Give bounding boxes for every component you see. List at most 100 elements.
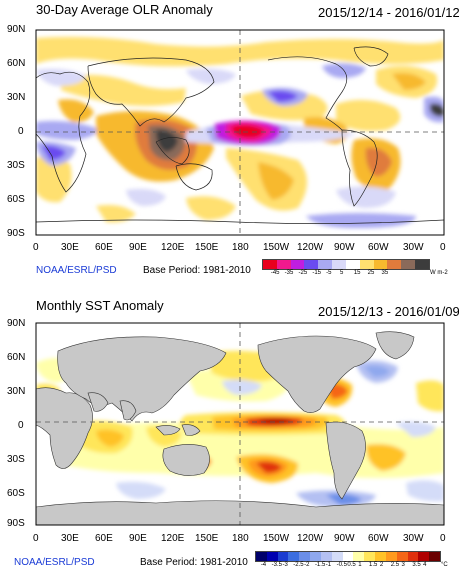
sst-colorbar-labels: -4 -3.5 -3 -2.5 -2 -1.5 -1 -0.5 0.5 1 1.5 2 2.5 3 3.5 4 [255,562,439,570]
olr-coastlines [35,46,445,224]
olr-ytick-90s: 90S [7,228,25,239]
sst-ytick-0: 0 [18,420,24,431]
colorbar-swatch [290,260,305,269]
sst-colorbar: -4 -3.5 -3 -2.5 -2 -1.5 -1 -0.5 0.5 1 1.5 2 2.5 3 3.5 4… [255,551,455,573]
sst-ytick-90n: 90N [7,318,26,329]
olr-colorbar-unit: W m-2 [430,270,448,276]
colorbar-tick-label: 2.5 [390,562,400,568]
sst-landmask [35,331,445,526]
colorbar-swatch [266,552,278,561]
sst-colorbar-unit: °C [441,562,448,568]
olr-xtick-0: 0 [33,242,39,253]
colorbar-swatch [256,552,267,561]
colorbar-tick-label: -2.5 [293,562,304,568]
olr-xtick-120e: 120E [161,242,185,253]
colorbar-tick-label: 4 [423,562,427,568]
sst-xtick-60e: 60E [95,533,113,544]
sst-xtick-60w: 60W [368,533,389,544]
colorbar-tick-label: -1 [325,562,332,568]
olr-colorbar-labels: -45 -35 -25 -15 -5 5 15 25 35 [262,270,428,278]
sst-ytick-60s: 60S [7,488,25,499]
colorbar-tick-label: -5 [326,270,332,276]
olr-ytick-0: 0 [18,126,24,137]
colorbar-swatch [288,552,300,561]
colorbar-swatch [277,552,289,561]
colorbar-swatch [407,552,419,561]
sst-date-range: 2015/12/13 - 2016/01/09 [318,304,459,319]
colorbar-tick-label: -0.5 [336,562,347,568]
sst-xtick-0: 0 [33,533,39,544]
olr-xtick-150e: 150E [195,242,219,253]
sst-xtick-90e: 90E [129,533,147,544]
olr-xtick-90e: 90E [129,242,147,253]
colorbar-swatch [364,552,376,561]
olr-xtick-60e: 60E [95,242,113,253]
colorbar-tick-label: 2 [379,562,384,568]
sst-xtick-30w: 30W [403,533,424,544]
colorbar-swatch [396,552,408,561]
olr-base-period: Base Period: 1981-2010 [143,265,251,276]
olr-ytick-60s: 60S [7,194,25,205]
colorbar-swatch [385,552,397,561]
colorbar-swatch [345,260,360,269]
colorbar-tick-label: 1.5 [369,562,378,568]
colorbar-swatch [310,552,321,561]
colorbar-tick-label: -1.5 [314,562,326,568]
sst-xtick-150e: 150E [195,533,219,544]
colorbar-swatch [331,552,343,561]
sst-xtick-180: 180 [232,533,249,544]
colorbar-tick-label: -3 [282,562,288,568]
colorbar-swatch [353,552,365,561]
colorbar-swatch [299,552,311,561]
olr-date-range: 2015/12/14 - 2016/01/12 [318,5,459,20]
sst-ytick-90s: 90S [7,518,25,529]
olr-xtick-30w: 30W [403,242,424,253]
colorbar-tick-label: -2 [304,562,310,568]
colorbar-tick-label: 35 [381,270,389,276]
colorbar-swatch [318,260,333,269]
olr-colorbar-swatches [262,259,430,270]
colorbar-tick-label: -15 [312,270,321,276]
colorbar-swatch [276,260,291,269]
colorbar-swatch [418,552,430,561]
colorbar-tick-label: -3.5 [271,562,282,568]
colorbar-swatch [263,260,277,269]
colorbar-swatch [373,260,388,269]
colorbar-tick-label: 3.5 [412,562,421,568]
sst-xtick-90w: 90W [334,533,355,544]
sst-base-period: Base Period: 1981-2010 [140,557,248,568]
olr-xtick-90w: 90W [334,242,355,253]
sst-colorbar-swatches [255,551,441,562]
sst-ytick-60n: 60N [7,352,26,363]
olr-ytick-90n: 90N [7,24,26,35]
sst-xtick-120w: 120W [297,533,324,544]
olr-xtick-0-end: 0 [440,242,446,253]
olr-xtick-60w: 60W [368,242,389,253]
colorbar-tick-label: 25 [367,270,375,276]
colorbar-tick-label: 0.5 [347,562,356,568]
colorbar-swatch [320,552,332,561]
olr-map-frame [35,29,445,236]
colorbar-tick-label: -4 [260,562,267,568]
olr-colorbar: -45 -35 -25 -15 -5 5 15 25 35 W m-2 [262,259,448,279]
olr-xtick-30e: 30E [61,242,79,253]
colorbar-tick-label: 5 [340,270,344,276]
colorbar-tick-label: -35 [284,270,294,276]
sst-xtick-120e: 120E [161,533,185,544]
colorbar-tick-label: 1 [358,562,362,568]
olr-xtick-150w: 150W [263,242,290,253]
sst-xtick-30e: 30E [61,533,79,544]
colorbar-swatch [304,260,319,269]
olr-xtick-180: 180 [232,242,249,253]
colorbar-swatch [332,260,346,269]
olr-credit: NOAA/ESRL/PSD [36,265,117,276]
sst-map-frame [35,322,445,526]
olr-xtick-120w: 120W [297,242,324,253]
colorbar-swatch [387,260,402,269]
colorbar-tick-label: -45 [270,270,280,276]
sst-ytick-30s: 30S [7,454,25,465]
olr-anomaly-field [36,36,444,228]
sst-title: Monthly SST Anomaly [36,298,164,313]
sst-xtick-0-end: 0 [440,533,446,544]
colorbar-tick-label: 3 [401,562,405,568]
